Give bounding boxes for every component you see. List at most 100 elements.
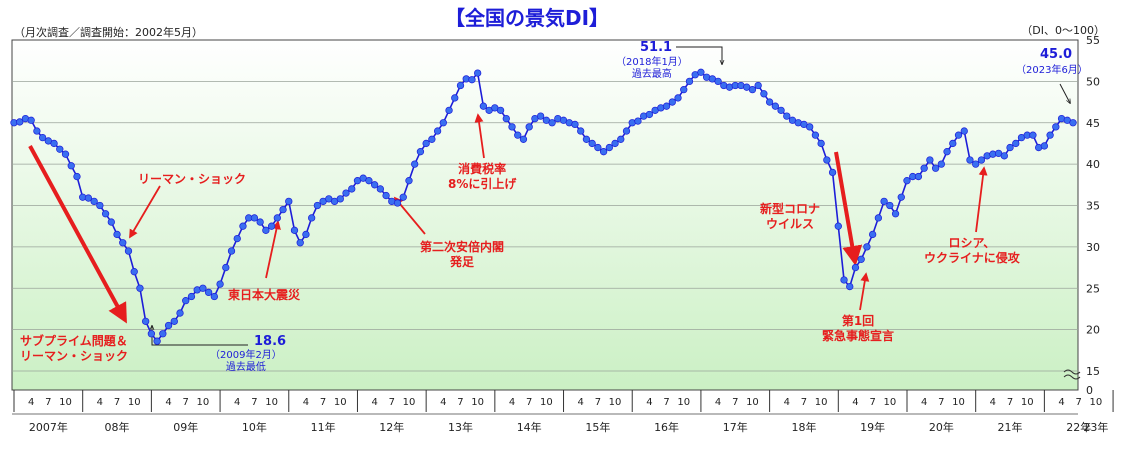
x-month-tick: 4	[97, 397, 103, 408]
data-point	[445, 106, 453, 114]
low-note: （2009年2月） 過去最低	[210, 350, 282, 374]
x-month-tick: 10	[609, 397, 622, 408]
x-month-tick: 7	[526, 397, 532, 408]
data-point	[926, 156, 934, 164]
x-year-label: 23年	[1083, 420, 1108, 434]
data-point	[239, 222, 247, 230]
low-note-date: （2009年2月）	[210, 350, 282, 361]
x-month-tick: 10	[265, 397, 278, 408]
gridlines	[12, 81, 1078, 372]
x-year-label: 14年	[517, 420, 542, 434]
x-month-tick: 10	[746, 397, 759, 408]
x-month-tick: 10	[1090, 397, 1103, 408]
x-year-label: 16年	[654, 420, 679, 434]
data-point	[937, 160, 945, 168]
data-point	[119, 239, 127, 247]
data-point	[216, 280, 224, 288]
annotation-corona-line2: ウイルス	[766, 217, 815, 231]
x-year-label: 19年	[860, 420, 885, 434]
subprime-big-arrow	[28, 145, 127, 324]
data-point	[107, 218, 115, 226]
data-point	[920, 164, 928, 172]
data-point	[182, 297, 190, 305]
data-point	[914, 172, 923, 181]
data-point	[1040, 142, 1049, 150]
data-point	[966, 156, 974, 164]
data-point	[594, 143, 602, 152]
data-point	[697, 68, 705, 76]
data-point	[399, 193, 407, 201]
y-tick-30: 30	[1086, 241, 1100, 254]
data-point	[227, 247, 236, 255]
data-point	[662, 102, 671, 110]
x-year-label: 11年	[311, 420, 336, 434]
y-tick-50: 50	[1086, 75, 1100, 88]
x-month-tick: 7	[663, 397, 669, 408]
annotation-tax: 消費税率 8%に引上げ	[448, 162, 516, 192]
unit-label: （DI、0〜100）	[1021, 24, 1105, 37]
data-point	[771, 102, 779, 110]
x-month-tick: 7	[114, 397, 120, 408]
data-point	[336, 195, 344, 203]
x-month-tick: 7	[457, 397, 463, 408]
data-point	[416, 148, 425, 156]
data-point	[136, 284, 144, 292]
x-month-tick: 4	[371, 397, 377, 408]
data-point	[777, 106, 785, 114]
data-point	[199, 284, 207, 292]
data-point	[863, 243, 871, 251]
data-point	[67, 162, 75, 170]
x-year-label: 13年	[448, 420, 473, 434]
x-month-tick: 4	[921, 397, 927, 408]
data-point	[164, 321, 173, 330]
data-point	[869, 230, 877, 239]
survey-note: （月次調査／調査開始：2002年5月）	[14, 26, 203, 39]
x-month-tick: 4	[303, 397, 309, 408]
data-point	[846, 282, 854, 291]
data-point	[56, 145, 64, 153]
data-point	[153, 337, 161, 345]
annotation-emergency-line1: 第1回	[841, 314, 875, 328]
data-point	[273, 214, 281, 222]
data-point	[1046, 131, 1054, 139]
x-month-tick: 4	[440, 397, 446, 408]
annotation-lehman: リーマン・ショック	[138, 172, 247, 186]
x-month-tick: 7	[732, 397, 738, 408]
x-month-tick: 7	[45, 397, 51, 408]
data-point	[50, 139, 58, 148]
data-point	[931, 164, 940, 172]
data-point	[748, 85, 757, 94]
data-point	[279, 205, 287, 214]
data-point	[147, 330, 156, 338]
lehman-arrow	[129, 185, 161, 239]
data-point	[84, 194, 93, 202]
data-point	[130, 268, 138, 276]
x-month-tick: 4	[28, 397, 34, 408]
data-point	[851, 263, 860, 272]
y-axis-labels: 0 15 20 25 30 35 40 45 50 55	[1086, 34, 1100, 397]
y-tick-0: 0	[1086, 384, 1093, 397]
data-point	[290, 226, 299, 234]
x-month-tick: 7	[595, 397, 601, 408]
annotation-corona: 新型コロナ ウイルス	[760, 202, 820, 232]
data-point	[187, 292, 196, 301]
data-point	[256, 218, 264, 226]
data-point	[668, 98, 676, 106]
annotation-subprime-line1: サブプライム問題＆	[20, 334, 128, 348]
x-month-tick: 4	[1058, 397, 1064, 408]
data-point	[880, 197, 888, 206]
earthquake-arrow	[265, 220, 281, 279]
x-month-tick: 7	[320, 397, 326, 408]
data-point	[903, 177, 911, 185]
annotation-abe-line1: 第二次安倍内閣	[420, 240, 505, 254]
low-value: 18.6	[254, 334, 287, 349]
data-point	[313, 201, 322, 210]
annotation-abe: 第二次安倍内閣 発足	[420, 240, 504, 270]
data-point	[222, 263, 230, 272]
data-point	[754, 81, 762, 90]
x-month-tick: 10	[952, 397, 965, 408]
x-month-tick: 7	[389, 397, 395, 408]
data-point	[840, 276, 848, 284]
data-point	[588, 139, 596, 148]
